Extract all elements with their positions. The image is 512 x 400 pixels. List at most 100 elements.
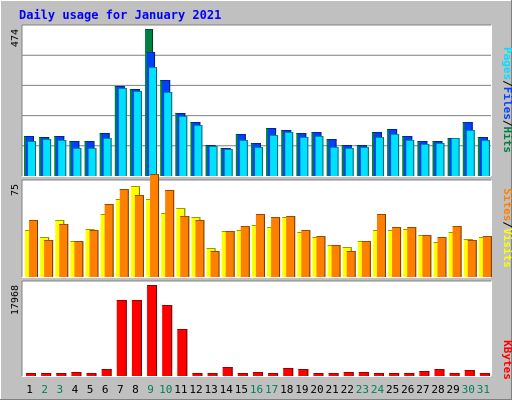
bar-sites-day-30-top-edge — [467, 240, 477, 241]
bar-pages-day-18-top-edge — [285, 132, 294, 133]
bar-pages-day-2-top-edge — [43, 139, 52, 140]
bar-sites-day-8-shade — [142, 195, 144, 277]
bar-kbytes-day-17-shade — [277, 373, 279, 376]
bar-pages-day-12-top-edge — [194, 125, 203, 126]
bar-pages-day-9-top-edge — [149, 67, 158, 68]
bar-kbytes-day-7-top-edge — [116, 300, 127, 301]
bar-pages-day-10-shade — [171, 92, 173, 176]
bar-files-day-30-top-edge — [464, 122, 473, 123]
bar-files-day-4-top-edge — [71, 141, 80, 142]
bar-kbytes-day-23-shade — [367, 372, 369, 376]
bar-pages-day-8 — [133, 91, 142, 176]
bar-sites-day-23-top-edge — [361, 241, 371, 242]
bar-files-day-20-top-edge — [313, 132, 322, 133]
bar-kbytes-day-31-shade — [488, 373, 490, 376]
bar-files-day-19-top-edge — [298, 133, 307, 134]
bar-sites-day-31 — [482, 236, 492, 277]
bar-pages-day-22-top-edge — [345, 148, 354, 149]
bar-kbytes-day-28 — [434, 369, 445, 376]
bar-kbytes-day-15-shade — [246, 373, 248, 376]
x-tick-label: 21 — [326, 383, 339, 396]
x-tick-label: 28 — [431, 383, 444, 396]
bar-sites-day-16-top-edge — [255, 214, 265, 215]
legend-pages-files-hits-part: Hits — [501, 127, 512, 154]
bar-sites-day-6 — [104, 204, 114, 277]
x-tick-label: 7 — [117, 383, 124, 396]
bar-sites-day-16 — [255, 214, 265, 277]
bar-kbytes-day-27-shade — [428, 371, 430, 376]
legend-sites-visits: Sites/Visits — [501, 188, 512, 268]
bar-files-day-25-top-edge — [389, 129, 398, 130]
bar-pages-day-29 — [451, 138, 460, 176]
bar-pages-day-13 — [209, 146, 218, 176]
bar-pages-day-20-top-edge — [315, 136, 324, 137]
bar-kbytes-day-5-top-edge — [86, 373, 97, 374]
bar-pages-day-11-shade — [186, 116, 188, 176]
bar-pages-day-23-top-edge — [360, 147, 369, 148]
bar-pages-day-25-top-edge — [391, 134, 400, 135]
bar-kbytes-day-31 — [479, 373, 490, 376]
legend-pages-files-hits-part: Pages — [501, 47, 512, 80]
bar-sites-day-5 — [89, 230, 99, 277]
bar-kbytes-day-6-top-edge — [101, 369, 112, 370]
bar-kbytes-day-11-shade — [186, 329, 188, 376]
bar-sites-day-22-top-edge — [346, 251, 356, 252]
bar-kbytes-day-17-top-edge — [268, 373, 279, 374]
bar-files-day-9-top-edge — [147, 52, 156, 53]
bar-pages-day-21-top-edge — [330, 147, 339, 148]
bar-sites-day-31-shade — [490, 236, 492, 277]
bar-pages-day-26-top-edge — [406, 140, 415, 141]
panel-top-max-label: 474 — [10, 29, 21, 47]
bar-kbytes-day-22 — [343, 372, 354, 376]
bar-kbytes-day-30 — [464, 370, 475, 376]
bar-sites-day-27 — [422, 235, 432, 277]
bar-files-day-3-top-edge — [56, 136, 65, 137]
bar-sites-day-20-top-edge — [316, 236, 326, 237]
bar-sites-day-15-top-edge — [240, 226, 250, 227]
bar-sites-day-28 — [437, 237, 447, 277]
bar-kbytes-day-18-top-edge — [283, 368, 294, 369]
bar-kbytes-day-17 — [268, 373, 279, 376]
bar-sites-day-27-shade — [430, 235, 432, 277]
bar-kbytes-day-29-top-edge — [449, 373, 460, 374]
bar-pages-day-19-shade — [307, 137, 309, 176]
bar-sites-day-20-shade — [324, 236, 326, 277]
bar-files-day-13-top-edge — [207, 145, 216, 146]
bar-files-day-16-top-edge — [252, 143, 261, 144]
bar-sites-day-24 — [376, 214, 386, 277]
bar-kbytes-day-21-top-edge — [328, 373, 339, 374]
bar-sites-day-13 — [210, 251, 220, 277]
bar-pages-day-15 — [239, 140, 248, 176]
bar-pages-day-1-top-edge — [28, 141, 36, 142]
bar-files-day-17-top-edge — [268, 128, 277, 129]
bar-sites-day-9-shade — [158, 174, 160, 277]
bar-hits-day-9-top-edge — [145, 29, 154, 30]
bar-kbytes-day-13-shade — [216, 373, 218, 376]
panel-bot: 17968 — [10, 280, 492, 377]
bar-sites-day-19-top-edge — [301, 230, 311, 231]
bar-pages-day-23-shade — [367, 147, 369, 176]
bar-kbytes-day-25-top-edge — [389, 373, 400, 374]
bar-kbytes-day-22-top-edge — [343, 372, 354, 373]
bar-pages-day-15-shade — [246, 140, 248, 176]
bar-sites-day-12-top-edge — [195, 220, 205, 221]
bar-kbytes-day-26-shade — [413, 373, 415, 376]
bar-files-day-23-top-edge — [358, 145, 367, 146]
bar-sites-day-23-shade — [369, 241, 371, 277]
bar-kbytes-day-3 — [56, 373, 67, 376]
bar-sites-day-22-shade — [354, 251, 356, 277]
bar-pages-day-4-shade — [80, 148, 82, 176]
panel-mid: 75 — [10, 174, 492, 278]
bar-kbytes-day-5-shade — [95, 373, 97, 376]
bar-kbytes-day-28-top-edge — [434, 369, 445, 370]
bar-pages-day-16-shade — [261, 147, 263, 176]
bar-sites-day-22 — [346, 251, 356, 277]
bar-kbytes-day-12-shade — [201, 373, 203, 376]
x-tick-label: 10 — [159, 383, 172, 396]
bar-sites-day-10-top-edge — [165, 190, 175, 191]
bar-pages-day-13-shade — [216, 146, 218, 176]
bar-kbytes-day-9-top-edge — [147, 285, 158, 286]
bar-kbytes-day-8-shade — [140, 300, 142, 376]
bar-pages-day-16-top-edge — [254, 147, 263, 148]
